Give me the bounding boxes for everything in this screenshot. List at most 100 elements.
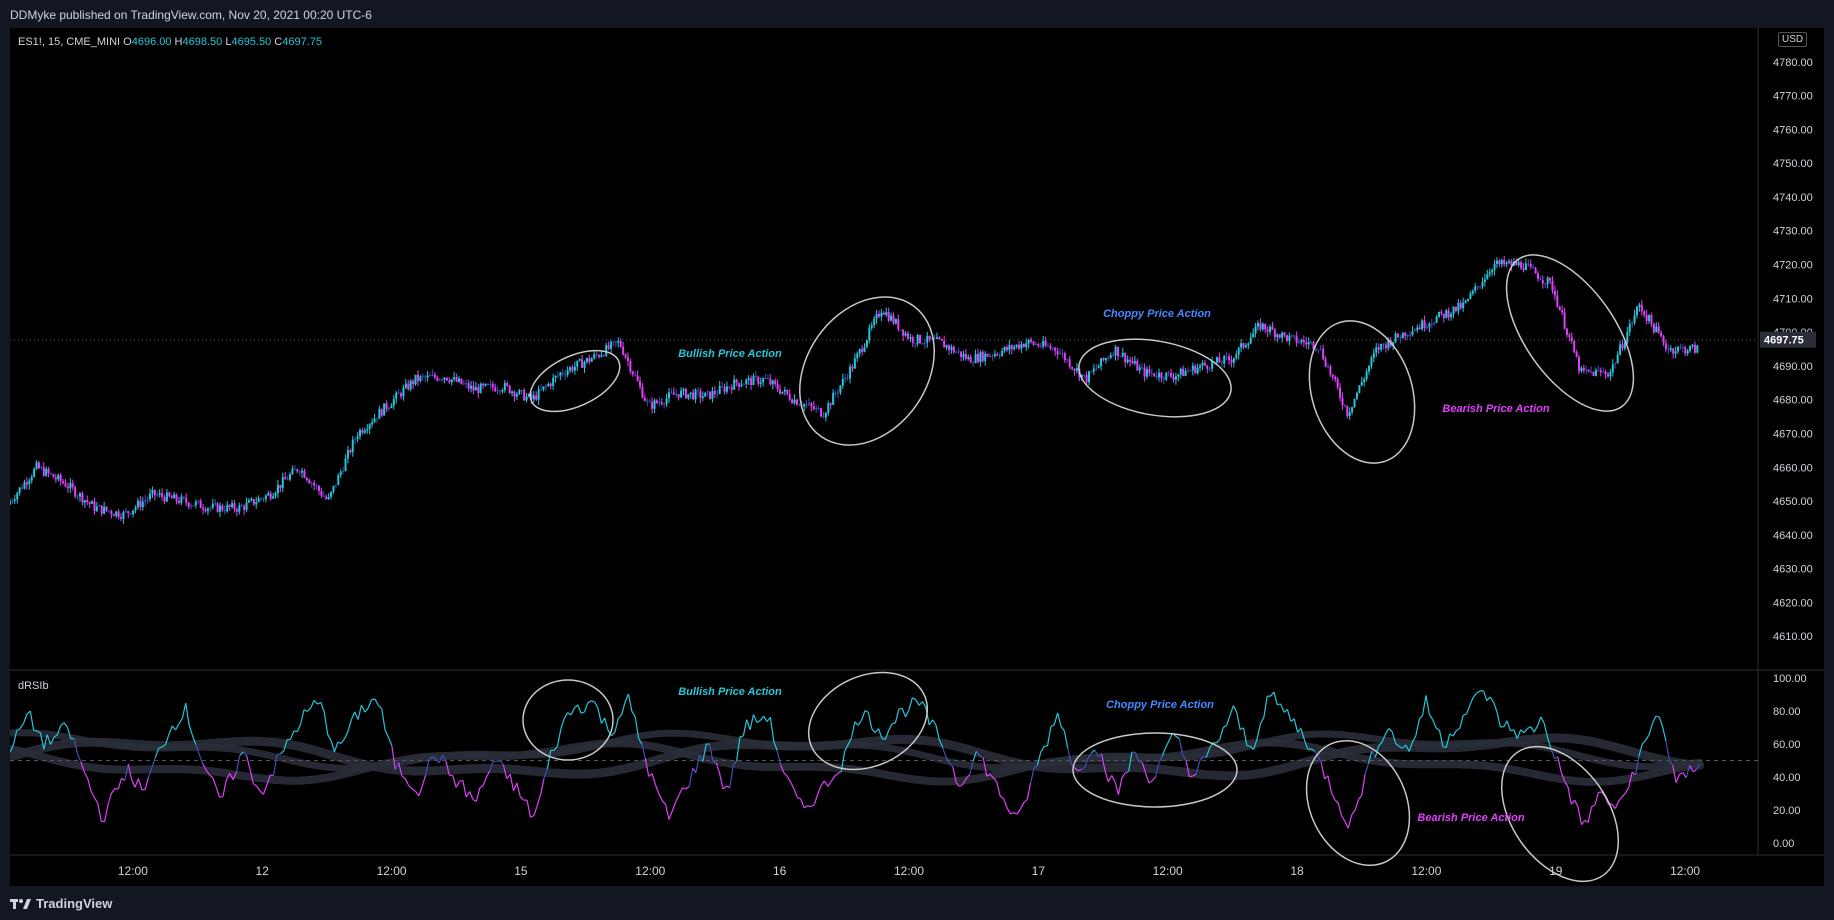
rsi-segment — [168, 725, 173, 735]
symbol-label[interactable]: ES1!, 15, CME_MINI — [18, 36, 121, 48]
candle-body — [1413, 330, 1416, 332]
candle-body — [1030, 339, 1033, 342]
price-annotation[interactable]: Bearish Price Action — [1442, 403, 1549, 415]
low-value: 4695.50 — [231, 36, 272, 48]
candle-body — [400, 393, 403, 397]
candle-body — [511, 391, 514, 394]
price-annotation[interactable]: Choppy Price Action — [1103, 308, 1211, 320]
candle-body — [1466, 298, 1469, 301]
candle-body — [1003, 347, 1006, 351]
highlight-ellipse[interactable] — [521, 338, 629, 424]
rsi-segment — [675, 794, 680, 803]
rsi-segment — [411, 788, 416, 792]
rsi-segment — [1438, 730, 1444, 747]
candle-body — [209, 507, 212, 509]
rsi-segment — [283, 739, 288, 752]
indicator-tick-label: 40.00 — [1773, 772, 1801, 784]
candle-body — [1481, 281, 1484, 287]
rsi-segment — [479, 785, 484, 789]
highlight-ellipse[interactable] — [1287, 724, 1429, 882]
rsi-segment — [171, 725, 177, 731]
rsi-segment — [195, 744, 200, 755]
candle-body — [1430, 323, 1433, 325]
chart-canvas[interactable]: 4610.00 4620.00 4630.00 4640.00 4650.00 4660.… — [5, 28, 1824, 886]
candle-body — [1322, 348, 1325, 360]
indicator-annotation[interactable]: Bearish Price Action — [1417, 812, 1524, 824]
rsi-segment — [631, 710, 636, 718]
rsi-segment — [202, 763, 207, 771]
rsi-segment — [516, 782, 521, 797]
candle-body — [991, 355, 994, 357]
candle-body — [74, 487, 77, 497]
highlight-ellipse[interactable] — [1073, 328, 1238, 428]
candle-body — [190, 505, 193, 507]
candle-body — [233, 503, 236, 510]
rsi-segment — [394, 762, 400, 771]
rsi-segment — [33, 729, 38, 732]
candle-body — [416, 374, 419, 381]
rsi-segment — [191, 735, 197, 745]
highlight-ellipse[interactable] — [1292, 307, 1432, 477]
candle-body — [1104, 358, 1107, 361]
rsi-segment — [1256, 723, 1261, 740]
highlight-ellipse[interactable] — [772, 271, 962, 471]
highlight-ellipse[interactable] — [1072, 732, 1238, 808]
rsi-segment — [661, 800, 667, 805]
candle-body — [1107, 357, 1110, 359]
rsi-segment — [877, 728, 883, 739]
indicator-annotation[interactable]: Bullish Price Action — [678, 686, 782, 698]
rsi-segment — [698, 754, 704, 762]
candle-body — [1032, 341, 1035, 345]
rsi-segment — [536, 794, 542, 807]
price-annotation[interactable]: Bullish Price Action — [678, 348, 782, 360]
rsi-segment — [1222, 724, 1227, 728]
candle-body — [1059, 353, 1062, 355]
tradingview-logo[interactable]: TradingView — [10, 896, 112, 911]
candle-body — [1071, 367, 1074, 369]
candle-body — [124, 511, 127, 513]
candle-body — [1191, 365, 1194, 371]
highlight-ellipse[interactable] — [1482, 233, 1659, 432]
candle-body — [552, 377, 555, 386]
candle-body — [1493, 264, 1496, 270]
rsi-segment — [1273, 691, 1278, 705]
indicator-title[interactable]: dRSIb — [18, 680, 49, 692]
candle-body — [1310, 341, 1313, 343]
candle-body — [1537, 273, 1540, 280]
indicator-annotation[interactable]: Choppy Price Action — [1106, 699, 1214, 711]
high-label: H — [174, 36, 183, 48]
chart-area[interactable]: 4610.00 4620.00 4630.00 4640.00 4650.00 4660.… — [5, 28, 1824, 886]
rsi-segment — [144, 776, 150, 790]
candle-body — [1285, 335, 1288, 341]
candle-body — [264, 495, 267, 500]
highlight-ellipse[interactable] — [522, 679, 614, 761]
rsi-segment — [813, 793, 819, 805]
candle-body — [69, 483, 72, 489]
rsi-segment — [134, 778, 139, 788]
rsi-segment — [371, 698, 376, 701]
candle-body — [231, 503, 234, 507]
currency-badge[interactable]: USD — [1778, 32, 1808, 47]
highlight-ellipse[interactable] — [793, 654, 943, 788]
candle-body — [836, 392, 839, 394]
candle-body — [1334, 376, 1337, 380]
candle-body — [1271, 326, 1274, 330]
rsi-segment — [1040, 745, 1045, 753]
candle-body — [226, 504, 229, 512]
candle-body — [754, 375, 757, 377]
rsi-segment — [678, 787, 684, 795]
candle-body — [1312, 341, 1315, 350]
candle-body — [35, 462, 38, 469]
candle-body — [433, 374, 436, 378]
candle-body — [366, 429, 369, 431]
candle-body — [882, 312, 885, 315]
candle-body — [1148, 369, 1151, 373]
rsi-segment — [1411, 735, 1417, 743]
candle-body — [626, 357, 629, 361]
highlight-ellipse[interactable] — [1478, 725, 1643, 886]
candle-body — [1075, 368, 1078, 371]
rsi-segment — [387, 737, 393, 747]
candle-body — [684, 388, 687, 399]
candle-body — [206, 508, 209, 512]
rsi-segment — [418, 785, 423, 797]
